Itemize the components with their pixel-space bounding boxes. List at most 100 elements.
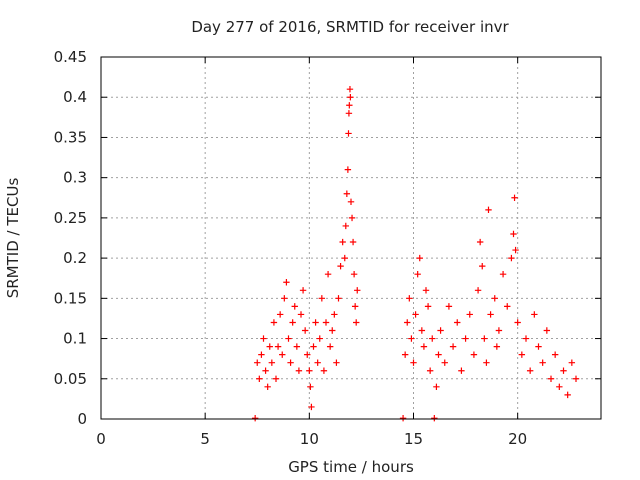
y-tick-label: 0.1 — [63, 330, 87, 348]
data-point — [435, 351, 442, 358]
data-point — [343, 190, 351, 197]
data-points — [251, 85, 580, 422]
chart-title: Day 277 of 2016, SRMTID for receiver inv… — [191, 18, 509, 36]
data-point — [416, 254, 423, 262]
data-point — [310, 343, 317, 350]
data-point — [270, 319, 278, 326]
x-tick-label: 10 — [300, 430, 319, 448]
data-point — [406, 295, 413, 302]
data-point — [335, 295, 342, 302]
y-tick-label: 0.4 — [63, 88, 87, 106]
data-point — [418, 327, 426, 334]
data-point — [511, 194, 518, 201]
data-point — [512, 246, 519, 254]
data-point — [564, 391, 571, 399]
data-point — [572, 375, 580, 382]
data-point — [256, 375, 263, 382]
data-point — [483, 359, 490, 366]
data-point — [331, 311, 338, 318]
data-point — [422, 287, 430, 294]
data-point — [272, 375, 280, 382]
y-tick-label: 0.45 — [54, 48, 87, 66]
data-point — [479, 262, 486, 270]
data-point — [326, 343, 334, 350]
data-point — [414, 271, 421, 278]
y-tick-label: 0 — [77, 410, 87, 428]
data-point — [531, 311, 538, 318]
data-point — [399, 414, 407, 422]
data-point — [291, 303, 298, 310]
data-point — [353, 319, 360, 326]
data-point — [295, 367, 303, 374]
data-point — [346, 102, 353, 109]
data-point — [514, 319, 521, 326]
data-point — [266, 343, 273, 350]
data-point — [412, 311, 419, 318]
data-point — [320, 367, 328, 374]
y-tick-label: 0.35 — [54, 128, 87, 146]
data-point — [342, 222, 349, 230]
data-point — [495, 327, 503, 334]
data-point — [458, 367, 465, 374]
data-point — [251, 414, 259, 422]
data-point — [285, 335, 292, 342]
data-point — [493, 343, 501, 350]
data-point — [491, 295, 498, 302]
axis-ticks: 0 5 10 15 20 0 0.05 0.1 0.15 0.2 0.25 0.3 0.35 0.4 0.4… — [54, 48, 601, 448]
data-point — [293, 343, 301, 350]
data-point — [324, 271, 332, 278]
data-point — [556, 383, 563, 391]
data-point — [522, 335, 530, 342]
data-point — [347, 198, 355, 205]
data-point — [333, 359, 340, 366]
data-point — [445, 303, 453, 310]
data-point — [408, 335, 415, 342]
data-point — [312, 319, 319, 326]
data-point — [349, 238, 357, 246]
data-point — [287, 359, 294, 366]
data-point — [345, 110, 353, 117]
data-point — [481, 335, 488, 342]
data-point — [508, 254, 515, 262]
data-point — [279, 351, 286, 358]
data-point — [350, 271, 358, 278]
data-point — [426, 367, 434, 374]
data-point — [308, 403, 315, 411]
data-point — [347, 94, 354, 101]
data-point — [260, 335, 267, 342]
y-tick-label: 0.05 — [54, 370, 87, 388]
grid — [101, 57, 601, 419]
data-point — [341, 254, 348, 262]
data-point — [518, 351, 526, 358]
data-point — [262, 367, 269, 374]
data-point — [307, 383, 314, 391]
data-point — [568, 359, 576, 366]
data-point — [274, 343, 282, 350]
data-point — [431, 414, 438, 422]
data-point — [539, 359, 546, 366]
y-tick-label: 0.15 — [54, 289, 87, 307]
data-point — [551, 351, 559, 358]
data-point — [318, 295, 326, 302]
data-point — [429, 335, 436, 342]
x-tick-label: 0 — [96, 430, 106, 448]
data-point — [543, 327, 551, 334]
data-point — [485, 206, 492, 214]
data-point — [299, 287, 307, 294]
data-point — [420, 343, 428, 350]
data-point — [410, 359, 417, 366]
data-point — [466, 311, 473, 318]
data-point — [499, 271, 507, 278]
data-point — [346, 85, 354, 93]
data-point — [289, 319, 296, 326]
data-point — [254, 359, 261, 366]
data-point — [433, 383, 440, 391]
data-point — [474, 287, 482, 294]
data-point — [535, 343, 542, 350]
data-point — [401, 351, 409, 358]
data-point — [329, 327, 336, 334]
data-point — [424, 303, 432, 310]
plot-frame — [100, 56, 602, 420]
data-point — [437, 327, 444, 334]
data-point — [322, 319, 330, 326]
